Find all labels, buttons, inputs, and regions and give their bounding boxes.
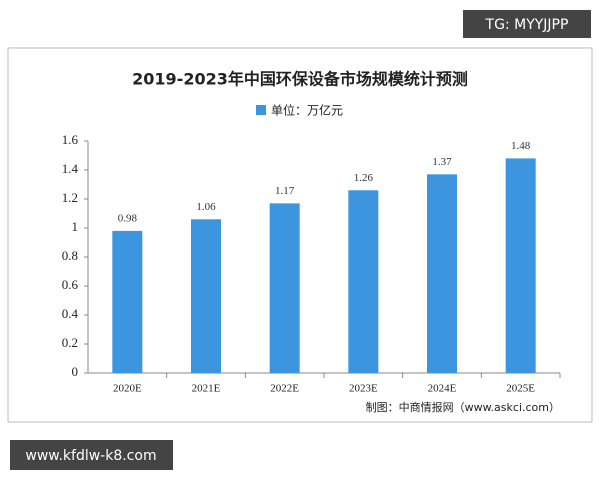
value-label: 1.17: [275, 185, 295, 197]
y-tick-label: 1.6: [62, 132, 79, 147]
y-tick-label: 0.6: [62, 277, 79, 292]
y-tick-label: 1.2: [62, 190, 78, 205]
x-tick-label: 2023E: [349, 383, 378, 395]
overlay-text: www.kfdlw-k8.com: [25, 448, 156, 464]
x-tick-label: 2025E: [506, 383, 535, 395]
legend-swatch: [256, 105, 266, 115]
overlay-text: TG: MYYJJPP: [485, 17, 569, 33]
y-tick-label: 1: [72, 219, 79, 234]
y-tick-label: 0.4: [62, 306, 79, 321]
legend-label: 单位：万亿元: [271, 103, 343, 118]
x-tick-label: 2020E: [113, 383, 142, 395]
bar: [348, 190, 379, 373]
x-tick-label: 2021E: [192, 383, 221, 395]
overlay-box: [10, 440, 173, 470]
value-label: 1.06: [196, 201, 216, 213]
chart-frame: [7, 47, 593, 423]
bar: [112, 230, 143, 373]
y-tick-label: 0.8: [62, 248, 78, 263]
bar: [269, 203, 300, 373]
bar: [191, 219, 221, 373]
bar: [427, 174, 457, 373]
bar: [505, 158, 536, 373]
value-label: 1.37: [432, 156, 452, 168]
value-label: 1.26: [354, 172, 374, 184]
value-label: 1.48: [511, 140, 531, 152]
value-label: 0.98: [118, 212, 138, 224]
y-tick-label: 1.4: [62, 161, 79, 176]
y-tick-label: 0.2: [62, 335, 78, 350]
y-tick-label: 0: [72, 364, 79, 379]
source-note: 制图：中商情报网（www.askci.com）: [366, 400, 560, 414]
overlay-box: [463, 10, 591, 38]
x-tick-label: 2022E: [270, 383, 299, 395]
chart-title: 2019-2023年中国环保设备市场规模统计预测: [132, 70, 468, 89]
x-tick-label: 2024E: [428, 383, 457, 395]
